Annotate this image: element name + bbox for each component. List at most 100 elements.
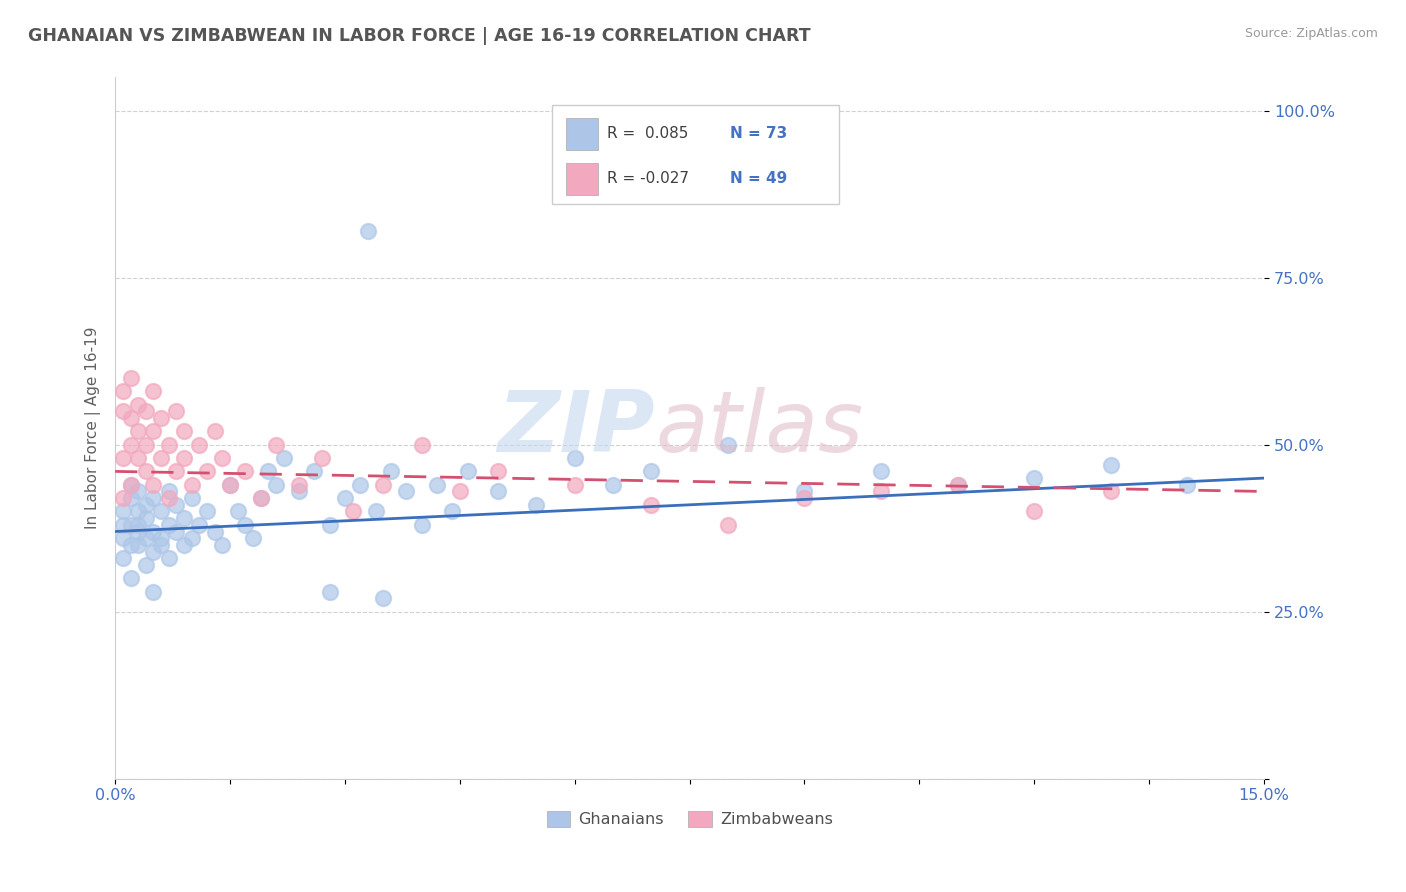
Point (142, 524, 165, 539)
Point (111, 551, 134, 566)
Point (211, 451, 233, 466)
Legend: Ghanaians, Zimbabweans: Ghanaians, Zimbabweans (540, 805, 839, 834)
Point (449, 484, 471, 499)
Point (318, 584, 340, 599)
Point (204, 425, 226, 439)
Point (249, 491, 271, 505)
Point (1099, 458, 1122, 472)
Point (120, 571, 142, 585)
Point (166, 404, 188, 418)
Text: Source: ZipAtlas.com: Source: ZipAtlas.com (1244, 27, 1378, 40)
Point (127, 425, 149, 439)
Point (564, 451, 586, 466)
Point (142, 384, 165, 399)
Text: ZIP: ZIP (498, 386, 655, 469)
Bar (565, 118, 598, 150)
Point (364, 504, 387, 518)
Point (486, 484, 509, 499)
Point (188, 517, 211, 532)
Point (142, 584, 165, 599)
Point (157, 438, 180, 452)
Point (717, 438, 740, 452)
Point (870, 484, 893, 499)
Point (127, 517, 149, 532)
Point (188, 438, 211, 452)
Point (120, 371, 142, 385)
Point (870, 464, 893, 478)
Point (195, 464, 218, 478)
Point (111, 504, 134, 518)
FancyBboxPatch shape (551, 105, 839, 203)
Point (333, 491, 356, 505)
Point (318, 517, 340, 532)
Point (793, 491, 815, 505)
Point (235, 517, 257, 532)
Point (717, 517, 740, 532)
Point (441, 504, 464, 518)
Bar (565, 163, 598, 194)
Point (135, 438, 157, 452)
Point (127, 398, 149, 412)
Point (111, 517, 134, 532)
Point (180, 491, 202, 505)
Point (150, 504, 173, 518)
Point (1099, 484, 1122, 499)
Point (111, 451, 134, 466)
Point (273, 451, 295, 466)
Point (111, 491, 134, 505)
Point (166, 498, 188, 512)
Point (304, 464, 326, 478)
Text: atlas: atlas (655, 386, 863, 469)
Y-axis label: In Labor Force | Age 16-19: In Labor Force | Age 16-19 (86, 326, 101, 529)
Point (111, 531, 134, 545)
Point (180, 531, 202, 545)
Point (173, 425, 195, 439)
Point (219, 477, 242, 491)
Point (288, 484, 311, 499)
Point (640, 464, 662, 478)
Point (373, 477, 395, 491)
Point (173, 511, 195, 525)
Point (411, 438, 433, 452)
Point (157, 551, 180, 566)
Point (1024, 471, 1046, 485)
Point (157, 517, 180, 532)
Point (135, 404, 157, 418)
Point (602, 477, 624, 491)
Point (486, 464, 509, 478)
Point (426, 477, 449, 491)
Point (946, 477, 969, 491)
Point (411, 517, 433, 532)
Point (120, 477, 142, 491)
Point (235, 464, 257, 478)
Point (249, 491, 271, 505)
Point (150, 451, 173, 466)
Point (127, 484, 149, 499)
Point (157, 484, 180, 499)
Point (150, 531, 173, 545)
Point (127, 451, 149, 466)
Point (219, 477, 242, 491)
Point (120, 477, 142, 491)
Text: R =  0.085: R = 0.085 (607, 126, 689, 141)
Point (135, 558, 157, 572)
Point (342, 504, 364, 518)
Point (526, 498, 548, 512)
Point (157, 491, 180, 505)
Point (166, 524, 188, 539)
Point (135, 498, 157, 512)
Point (349, 477, 371, 491)
Point (242, 531, 264, 545)
Text: GHANAIAN VS ZIMBABWEAN IN LABOR FORCE | AGE 16-19 CORRELATION CHART: GHANAIAN VS ZIMBABWEAN IN LABOR FORCE | … (28, 27, 811, 45)
Point (166, 464, 188, 478)
Point (135, 464, 157, 478)
Point (135, 531, 157, 545)
Point (150, 538, 173, 552)
Point (142, 544, 165, 558)
Point (395, 484, 418, 499)
Point (211, 538, 233, 552)
Point (311, 451, 333, 466)
Point (173, 451, 195, 466)
Point (195, 504, 218, 518)
Point (288, 477, 311, 491)
